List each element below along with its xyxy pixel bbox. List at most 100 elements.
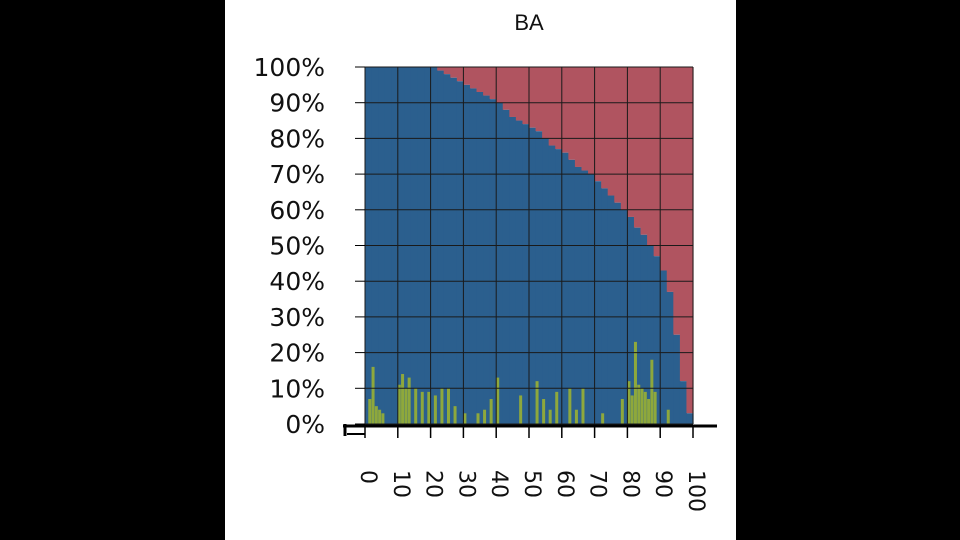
green-bar xyxy=(427,391,431,424)
red-bar-segment xyxy=(548,67,556,146)
green-bar xyxy=(453,406,457,424)
blue-bar xyxy=(614,202,622,424)
green-bar xyxy=(381,413,385,424)
blue-bar xyxy=(601,188,609,424)
y-tick-label: 100% xyxy=(254,53,325,82)
green-bar xyxy=(447,388,450,424)
green-bar xyxy=(627,381,631,424)
blue-bar xyxy=(515,120,524,425)
red-bar-segment xyxy=(515,67,524,121)
red-bar-segment xyxy=(660,67,668,271)
blue-bar xyxy=(469,88,478,425)
red-bar-segment xyxy=(581,67,589,171)
green-bar xyxy=(574,409,578,424)
blue-bar xyxy=(673,334,681,424)
blue-bar xyxy=(627,216,635,424)
y-tick-label: 60% xyxy=(269,196,325,225)
red-bar-segment xyxy=(469,67,478,89)
red-bar-segment xyxy=(647,67,655,246)
y-tick-label: 90% xyxy=(269,89,325,118)
red-bar-segment xyxy=(653,67,661,257)
red-bar-segment xyxy=(483,67,491,96)
green-bar xyxy=(401,374,405,424)
red-bar-segment xyxy=(633,67,642,228)
green-bar xyxy=(647,399,651,424)
green-bar xyxy=(643,391,647,424)
blue-bar xyxy=(686,413,694,424)
red-bar-segment xyxy=(627,67,635,217)
y-tick-label: 0% xyxy=(285,410,325,439)
y-axis-ticks: 0% 10% 20% 30% 40% 50% 60% 70% 80% 90% 100% xyxy=(254,53,365,439)
red-bar-segment xyxy=(607,67,615,196)
x-tick-label: 30 xyxy=(453,470,478,498)
green-bar xyxy=(378,409,382,424)
red-bar-segment xyxy=(502,67,510,110)
red-bar-segment xyxy=(601,67,609,189)
x-axis-ticks: 0 10 20 30 40 50 60 70 80 90 100 xyxy=(355,426,708,512)
x-tick-label: 20 xyxy=(421,470,446,498)
y-tick-label: 40% xyxy=(269,267,325,296)
red-bar-segment xyxy=(561,67,569,153)
red-bar-segment xyxy=(450,67,458,78)
ba-chart: BA 0% 10% 20% 30% 40% 50% 60% 70% 80% 90% 100% 0 10… xyxy=(254,10,717,512)
blue-bar xyxy=(640,234,648,424)
green-bar xyxy=(440,388,444,424)
chart-title: BA xyxy=(514,10,544,35)
x-tick-label: 10 xyxy=(388,470,413,498)
green-bar xyxy=(420,391,424,424)
green-bar xyxy=(371,366,375,424)
green-bar xyxy=(489,399,493,424)
x-tick-label: 70 xyxy=(585,470,610,498)
green-bar xyxy=(620,399,624,424)
green-bar xyxy=(496,377,500,424)
red-bar-segment xyxy=(437,67,445,71)
red-bar-segment xyxy=(463,67,471,85)
blue-bar xyxy=(456,81,464,424)
blue-bar xyxy=(509,116,517,424)
blue-bar xyxy=(450,77,458,425)
blue-bar xyxy=(653,256,661,424)
x-tick-label: 90 xyxy=(650,470,675,498)
red-bar-segment xyxy=(555,67,563,150)
green-bar xyxy=(601,413,605,424)
x-tick-label: 60 xyxy=(552,470,577,498)
red-bar-segment xyxy=(456,67,464,82)
axes xyxy=(343,424,717,436)
y-tick-label: 80% xyxy=(269,124,325,153)
red-bar-segment xyxy=(535,67,543,132)
red-bar-segment xyxy=(666,67,674,292)
y-tick-label: 70% xyxy=(269,160,325,189)
blue-bar xyxy=(666,291,674,424)
red-bar-segment xyxy=(509,67,517,117)
green-bar xyxy=(555,391,559,424)
green-bar xyxy=(414,388,418,424)
blue-bar xyxy=(588,174,596,424)
blue-bar xyxy=(529,127,537,424)
x-tick-label: 0 xyxy=(355,470,380,484)
red-bar-segment xyxy=(673,67,681,335)
red-bar-segment xyxy=(443,67,451,75)
blue-bar xyxy=(594,181,602,424)
green-bar xyxy=(650,359,654,424)
blue-bar xyxy=(548,145,556,425)
green-bar xyxy=(519,395,523,424)
green-bar xyxy=(374,406,378,424)
blue-bar xyxy=(535,131,543,424)
y-tick-label: 30% xyxy=(269,303,325,332)
green-bar xyxy=(637,384,641,424)
blue-bar xyxy=(502,109,510,424)
blue-bar xyxy=(607,195,615,424)
x-tick-label: 100 xyxy=(683,470,708,512)
red-bar-segment xyxy=(529,67,537,128)
green-bar xyxy=(548,409,552,424)
blue-bar xyxy=(633,227,642,424)
red-bar-segment xyxy=(574,67,583,167)
blue-bar xyxy=(561,152,569,424)
blue-bar xyxy=(489,99,497,424)
blue-bar xyxy=(647,245,655,424)
green-bar xyxy=(542,399,546,424)
green-bar xyxy=(666,409,670,424)
red-bar-segment xyxy=(594,67,602,182)
blue-bar xyxy=(581,170,589,424)
red-bar-segment xyxy=(568,67,576,160)
